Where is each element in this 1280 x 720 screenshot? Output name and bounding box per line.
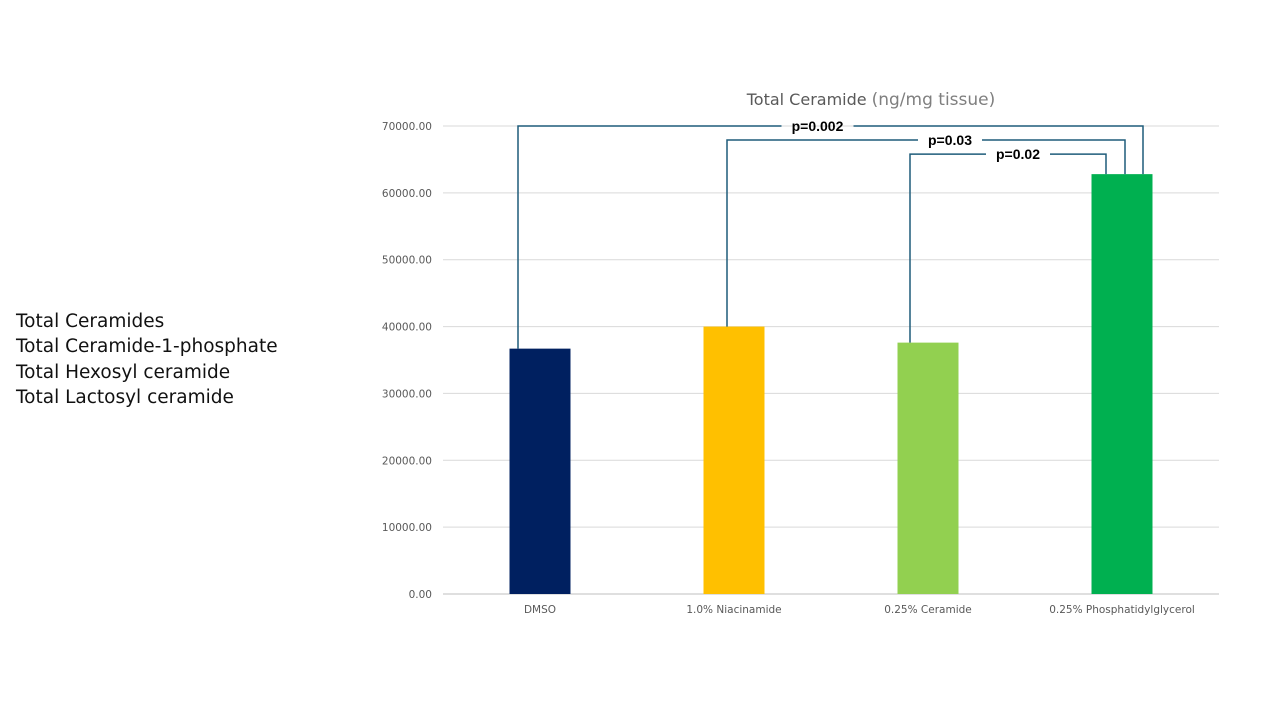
chart-title: Total Ceramide (ng/mg tissue) (746, 90, 996, 110)
y-tick-label: 60000.00 (382, 188, 432, 200)
y-tick-label: 20000.00 (382, 455, 432, 467)
metric-list-item: Total Lactosyl ceramide (16, 387, 234, 409)
bar (897, 342, 959, 594)
metric-list: Total Ceramides Total Ceramide-1-phospha… (16, 309, 278, 411)
x-category-label: DMSO (524, 604, 556, 616)
x-axis-category-labels: DMSO 1.0% Niacinamide 0.25% Ceramide 0.25% … (524, 604, 1195, 616)
bar (509, 348, 571, 594)
p-value-label: p=0.02 (996, 146, 1040, 162)
significance-brackets: p=0.002 p=0.03 p=0.02 (517, 118, 1144, 349)
p-value-label: p=0.002 (792, 118, 844, 134)
y-tick-label: 30000.00 (382, 388, 432, 400)
chart-title-main: Total Ceramide (746, 90, 867, 109)
significance-bracket (726, 139, 1126, 327)
y-tick-label: 10000.00 (382, 522, 432, 534)
y-tick-label: 70000.00 (382, 121, 432, 133)
significance-bracket (909, 153, 1107, 343)
metric-list-item: Total Ceramide-1-phosphate (16, 336, 278, 358)
bar (703, 326, 765, 594)
x-category-label: 1.0% Niacinamide (686, 604, 781, 616)
y-tick-label: 40000.00 (382, 322, 432, 334)
significance-bracket (517, 125, 1144, 349)
bar (1091, 174, 1153, 594)
metric-list-item: Total Hexosyl ceramide (16, 361, 231, 383)
bars (509, 174, 1153, 594)
y-tick-label: 0.00 (409, 589, 432, 601)
x-category-label: 0.25% Phosphatidylglycerol (1049, 604, 1195, 616)
metric-list-item: Total Ceramides (16, 311, 165, 332)
y-tick-label: 50000.00 (382, 255, 432, 267)
chart-title-unit: (ng/mg tissue) (872, 90, 996, 110)
p-value-label: p=0.03 (928, 132, 972, 148)
y-axis-tick-labels: 0.00 10000.00 20000.00 30000.00 40000.00 5000… (382, 121, 432, 601)
x-category-label: 0.25% Ceramide (884, 604, 972, 616)
